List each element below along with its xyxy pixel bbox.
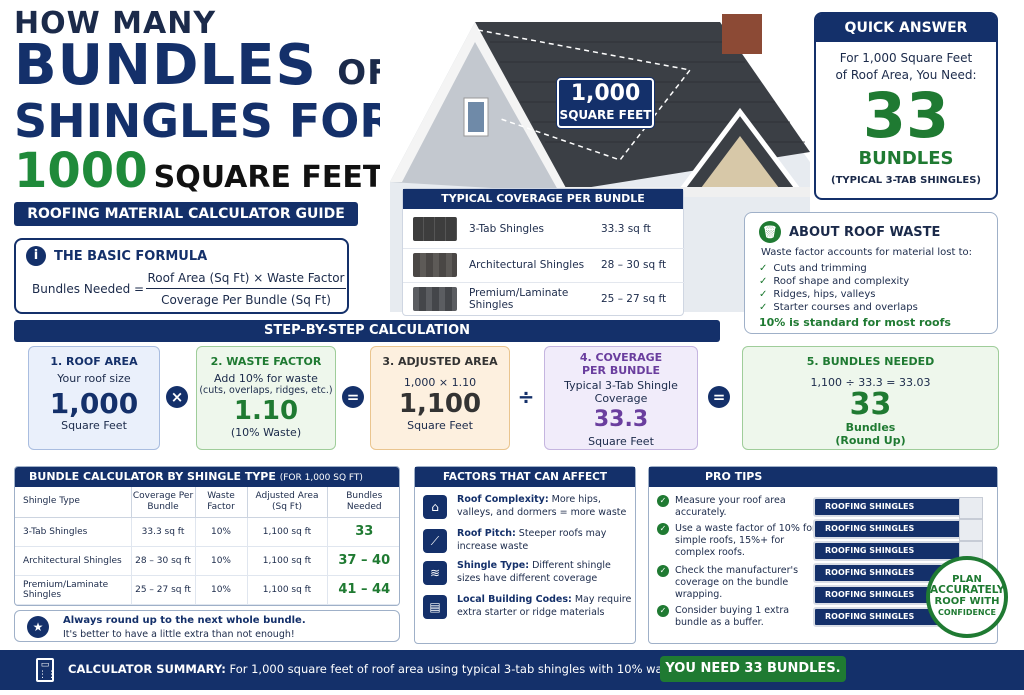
check-icon: ✓ bbox=[759, 289, 768, 300]
coverage-row: Architectural Shingles 28 – 30 sq ft bbox=[403, 248, 685, 280]
bundle-label: ROOFING SHINGLES bbox=[813, 519, 983, 541]
factor-item: ⌂ Roof Complexity: More hips, valleys, an… bbox=[423, 493, 633, 523]
waste-standard: 10% is standard for most roofs bbox=[759, 316, 951, 329]
house-illustration bbox=[380, 12, 810, 312]
table-row: 3-Tab Shingles 33.3 sq ft 10% 1,100 sq ft 33 bbox=[15, 517, 399, 547]
calculator-icon: ▭ ⋮⋮ bbox=[36, 658, 56, 682]
formula-lhs: Bundles Needed = bbox=[32, 282, 145, 296]
title-line-3: SHINGLES FOR bbox=[14, 94, 395, 148]
roof-waste-panel: 🗑 ABOUT ROOF WASTE Waste factor accounts … bbox=[744, 212, 998, 334]
coverage-heading: TYPICAL COVERAGE PER BUNDLE bbox=[403, 189, 683, 209]
list-item: ✓ Starter courses and overlaps bbox=[759, 302, 918, 313]
factor-item: ≋ Shingle Type: Different shingle sizes h… bbox=[423, 559, 633, 589]
shingle-swatch bbox=[413, 252, 457, 277]
list-item: ✓ Ridges, hips, valleys bbox=[759, 289, 876, 300]
shingle-swatch bbox=[413, 217, 457, 241]
document-icon: ▤ bbox=[423, 595, 447, 619]
pitch-icon: ⟋ bbox=[423, 529, 447, 553]
bundle-calculator-table: BUNDLE CALCULATOR BY SHINGLE TYPE (FOR 1… bbox=[14, 466, 400, 606]
subtitle-bar: ROOFING MATERIAL CALCULATOR GUIDE bbox=[14, 202, 358, 226]
step-roof-area: 1. ROOF AREA Your roof size 1,000 Square F… bbox=[28, 346, 160, 450]
quick-answer-note: (TYPICAL 3-TAB SHINGLES) bbox=[831, 175, 981, 186]
step-waste-factor: 2. WASTE FACTOR Add 10% for waste (cuts, o… bbox=[196, 346, 336, 450]
factors-heading: FACTORS THAT CAN AFFECT QUANTITY bbox=[415, 467, 635, 503]
pro-tips-heading: PRO TIPS bbox=[649, 467, 997, 487]
tip-item: Consider buying 1 extra bundle as a buff… bbox=[657, 605, 817, 629]
confidence-seal: PLAN ACCURATELY ROOF WITH CONFIDENCE bbox=[926, 556, 1008, 638]
calculator-summary-bar: ▭ ⋮⋮ CALCULATOR SUMMARY: For 1,000 square… bbox=[0, 650, 1024, 690]
table-row: Premium/Laminate Shingles 25 – 27 sq ft 10… bbox=[15, 575, 399, 605]
multiply-icon: × bbox=[166, 386, 188, 408]
step-adjusted-area: 3. ADJUSTED AREA 1,000 × 1.10 1,100 Square… bbox=[370, 346, 510, 450]
quick-answer-text: For 1,000 Square Feet of Roof Area, You N… bbox=[835, 51, 977, 82]
formula-numerator: Roof Area (Sq Ft) × Waste Factor bbox=[146, 271, 346, 289]
square-feet-badge: 1,000 SQUARE FEET bbox=[557, 78, 654, 128]
step-heading-bar: STEP-BY-STEP CALCULATION bbox=[14, 320, 720, 342]
check-icon: ✓ bbox=[759, 263, 768, 274]
star-icon: ★ bbox=[27, 616, 49, 638]
equals-icon: = bbox=[708, 386, 730, 408]
basic-formula-box: i THE BASIC FORMULA Bundles Needed = Roof… bbox=[14, 238, 349, 314]
tip-item: Check the manufacturer's coverage on the… bbox=[657, 565, 817, 601]
bundle-label: ROOFING SHINGLES bbox=[813, 497, 983, 519]
check-icon: ✓ bbox=[759, 276, 768, 287]
title-line-2: BUNDLES OF bbox=[14, 33, 392, 98]
title-line-4: 1000 SQUARE FEET? bbox=[14, 143, 401, 199]
table-header-row: Shingle Type Coverage Per Bundle Waste F… bbox=[15, 487, 399, 518]
title-line-1: HOW MANY bbox=[14, 6, 217, 41]
formula-denominator: Coverage Per Bundle (Sq Ft) bbox=[161, 293, 331, 307]
check-icon: ✓ bbox=[759, 302, 768, 313]
coverage-row: 3-Tab Shingles 33.3 sq ft bbox=[403, 213, 685, 245]
factor-item: ⟋ Roof Pitch: Steeper roofs may increase … bbox=[423, 527, 633, 557]
roof-icon: ⌂ bbox=[423, 495, 447, 519]
quick-answer-number: 33 bbox=[862, 79, 950, 152]
info-icon: i bbox=[26, 246, 46, 266]
bundle-table-heading: BUNDLE CALCULATOR BY SHINGLE TYPE (FOR 1… bbox=[15, 467, 399, 487]
tip-item: Measure your roof area accurately. bbox=[657, 495, 817, 519]
list-item: ✓ Cuts and trimming bbox=[759, 263, 867, 274]
coverage-per-bundle-panel: TYPICAL COVERAGE PER BUNDLE 3-Tab Shingl… bbox=[402, 188, 685, 316]
coverage-row: Premium/Laminate Shingles 25 – 27 sq ft bbox=[403, 282, 685, 314]
layers-icon: ≋ bbox=[423, 561, 447, 585]
tip-item: Use a waste factor of 10% for simple roo… bbox=[657, 523, 817, 559]
quick-answer-panel: QUICK ANSWER For 1,000 Square Feet of Roo… bbox=[814, 12, 998, 200]
step-bundles-needed: 5. BUNDLES NEEDED 1,100 ÷ 33.3 = 33.03 33… bbox=[742, 346, 999, 450]
trash-icon: 🗑 bbox=[759, 221, 781, 243]
formula-heading: THE BASIC FORMULA bbox=[54, 248, 208, 264]
factors-panel: FACTORS THAT CAN AFFECT QUANTITY ⌂ Roof C… bbox=[414, 466, 636, 644]
summary-text: CALCULATOR SUMMARY: For 1,000 square fee… bbox=[68, 662, 684, 676]
quick-answer-heading: QUICK ANSWER bbox=[816, 14, 996, 42]
table-row: Architectural Shingles 28 – 30 sq ft 10% 1,… bbox=[15, 546, 399, 576]
step-coverage-per-bundle: 4. COVERAGE PER BUNDLE Typical 3-Tab Shin… bbox=[544, 346, 698, 450]
list-item: ✓ Roof shape and complexity bbox=[759, 276, 910, 287]
waste-heading: ABOUT ROOF WASTE bbox=[789, 224, 941, 240]
bundle-label: ROOFING SHINGLES bbox=[813, 541, 983, 563]
shingle-swatch bbox=[413, 286, 457, 311]
equals-icon: = bbox=[342, 386, 364, 408]
factor-item: ▤ Local Building Codes: May require extra… bbox=[423, 593, 633, 623]
round-up-tip: ★ Always round up to the next whole bund… bbox=[14, 610, 400, 642]
waste-intro: Waste factor accounts for material lost … bbox=[761, 247, 973, 258]
divide-icon: ÷ bbox=[515, 386, 537, 408]
summary-answer: YOU NEED 33 BUNDLES. bbox=[660, 656, 846, 682]
quick-answer-unit: BUNDLES bbox=[858, 148, 954, 169]
